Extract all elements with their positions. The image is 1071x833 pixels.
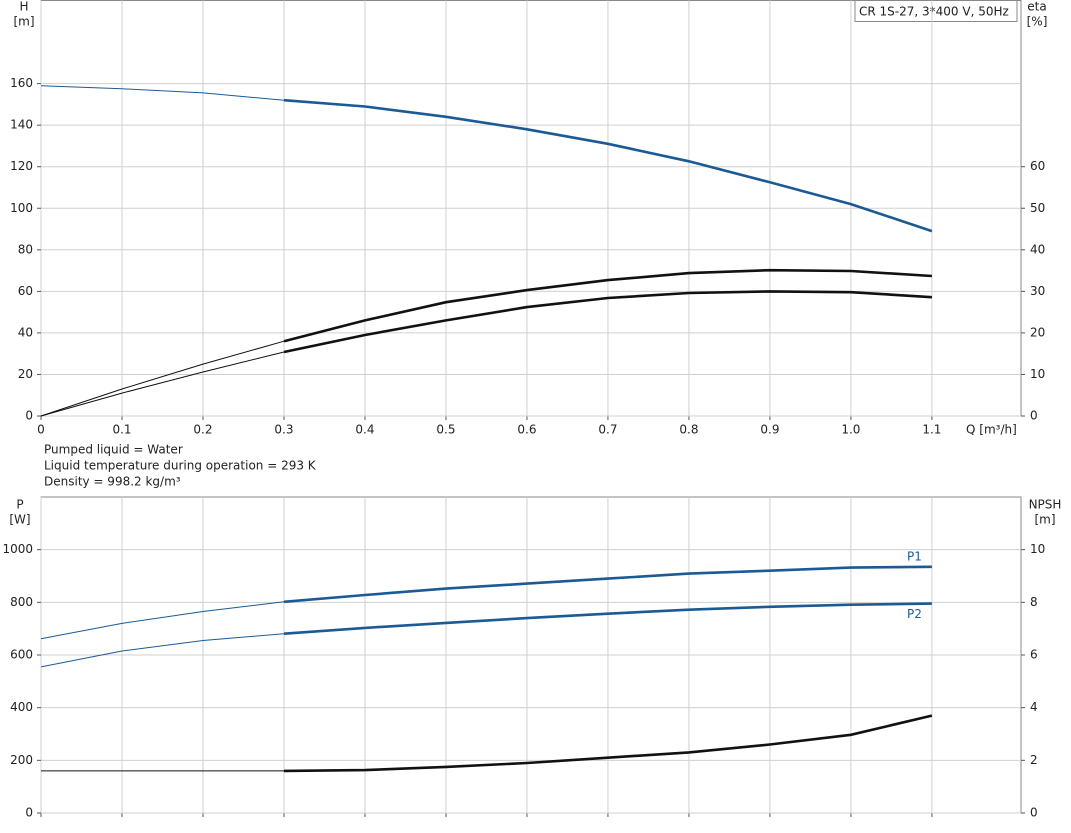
y-tick-label: 1000 [2, 542, 33, 556]
y2-tick-label: 10 [1030, 542, 1045, 556]
y2-tick-label: 10 [1030, 367, 1045, 381]
series-line [283, 290, 932, 354]
y-tick-label: 140 [10, 118, 33, 132]
x-tick-label: 0.8 [679, 423, 698, 437]
y2-label: eta [1027, 0, 1046, 14]
y2-unit: [m] [1034, 513, 1055, 527]
y2-tick-label: 2 [1030, 753, 1038, 767]
series-line [40, 601, 285, 640]
y-tick-label: 60 [18, 284, 33, 298]
note: Pumped liquid = Water [44, 443, 183, 457]
x-tick-label: 0.7 [598, 423, 617, 437]
x-label: Q [m³/h] [966, 423, 1017, 437]
x-tick-label: 0.2 [193, 423, 212, 437]
y-label: P [16, 498, 23, 512]
series-line [283, 565, 932, 604]
note: Density = 998.2 kg/m³ [44, 475, 181, 489]
series-label: P1 [907, 549, 922, 563]
x-tick-label: 0.5 [436, 423, 455, 437]
y-label: H [19, 0, 28, 14]
y-tick-label: 0 [25, 409, 33, 423]
y-tick-label: 200 [10, 753, 33, 767]
y-tick-label: 80 [18, 242, 33, 256]
x-tick-label: 0.3 [274, 423, 293, 437]
series-line [283, 98, 933, 233]
chart-title: CR 1S-27, 3*400 V, 50Hz [859, 5, 1009, 19]
y-unit: [m] [13, 15, 34, 29]
y-tick-label: 0 [25, 806, 33, 820]
y2-tick-label: 40 [1030, 242, 1045, 256]
series-line [283, 602, 932, 635]
series-line [40, 351, 285, 417]
y2-tick-label: 60 [1030, 159, 1045, 173]
y2-tick-label: 0 [1030, 806, 1038, 820]
x-tick-label: 0.1 [112, 423, 131, 437]
y2-tick-label: 6 [1030, 648, 1038, 662]
y2-tick-label: 0 [1030, 409, 1038, 423]
y2-label: NPSH [1029, 498, 1062, 512]
x-tick-label: 0 [37, 423, 45, 437]
y2-tick-label: 4 [1030, 700, 1038, 714]
x-tick-label: 1.1 [922, 423, 941, 437]
y2-tick-label: 8 [1030, 595, 1038, 609]
y-tick-label: 400 [10, 700, 33, 714]
y-tick-label: 20 [18, 367, 33, 381]
x-tick-label: 1.0 [841, 423, 860, 437]
series-line [40, 633, 285, 668]
y-tick-label: 600 [10, 648, 33, 662]
y-tick-label: 40 [18, 325, 33, 339]
series-line [283, 714, 933, 773]
y-tick-label: 120 [10, 159, 33, 173]
note: Liquid temperature during operation = 29… [44, 459, 317, 473]
y2-unit: [%] [1027, 15, 1048, 29]
y-unit: [W] [9, 513, 30, 527]
series-line [40, 340, 285, 417]
y2-tick-label: 20 [1030, 325, 1045, 339]
series-label: P2 [907, 607, 922, 621]
series-line [283, 268, 932, 343]
y2-tick-label: 30 [1030, 284, 1045, 298]
x-tick-label: 0.9 [760, 423, 779, 437]
series-line [40, 85, 285, 101]
y-tick-label: 800 [10, 595, 33, 609]
x-tick-label: 0.6 [517, 423, 536, 437]
x-tick-label: 0.4 [355, 423, 374, 437]
y-tick-label: 160 [10, 76, 33, 90]
y-tick-label: 100 [10, 201, 33, 215]
y2-tick-label: 50 [1030, 201, 1045, 215]
